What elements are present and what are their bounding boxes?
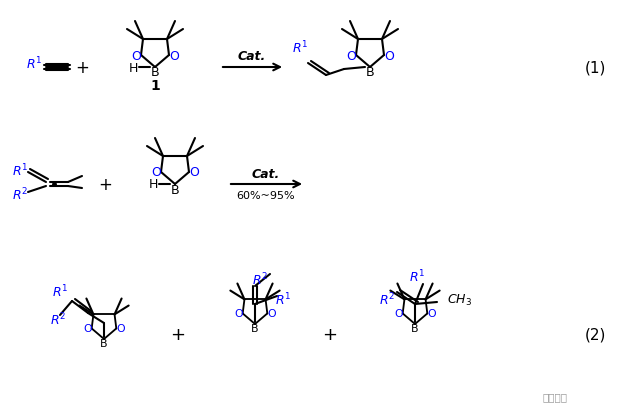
Text: $R^1$: $R^1$	[292, 40, 308, 56]
Text: O: O	[131, 49, 141, 62]
Text: $R^2$: $R^2$	[12, 186, 28, 203]
Text: O: O	[234, 309, 243, 319]
Text: +: +	[75, 59, 89, 77]
Text: H: H	[129, 61, 138, 74]
Text: $R^1$: $R^1$	[12, 162, 28, 179]
Text: O: O	[83, 324, 92, 334]
Text: 1: 1	[150, 79, 160, 93]
Text: B: B	[366, 66, 374, 79]
Text: H: H	[149, 178, 158, 191]
Text: (2): (2)	[584, 327, 606, 342]
Text: O: O	[384, 49, 394, 62]
Text: $R^1$: $R^1$	[52, 283, 68, 300]
Text: $R^1$: $R^1$	[409, 268, 425, 285]
Text: B: B	[171, 183, 179, 196]
Text: B: B	[100, 339, 108, 349]
Text: O: O	[169, 49, 179, 62]
Text: (1): (1)	[584, 60, 606, 75]
Text: Cat.: Cat.	[238, 50, 266, 63]
Text: B: B	[251, 324, 259, 334]
Text: Cat.: Cat.	[252, 167, 280, 180]
Text: $CH_3$: $CH_3$	[447, 292, 472, 307]
Text: $R^1$: $R^1$	[275, 291, 291, 307]
Text: $R^1$: $R^1$	[26, 55, 42, 72]
Text: O: O	[151, 166, 161, 179]
Text: $R^2$: $R^2$	[379, 291, 395, 307]
Text: O: O	[189, 166, 199, 179]
Text: O: O	[427, 309, 436, 319]
Text: B: B	[411, 324, 419, 334]
Text: B: B	[150, 66, 159, 79]
Text: +: +	[98, 175, 112, 194]
Text: O: O	[346, 49, 356, 62]
Text: +: +	[323, 325, 338, 343]
Text: 有机合成: 有机合成	[542, 391, 567, 401]
Text: +: +	[170, 325, 185, 343]
Text: O: O	[268, 309, 276, 319]
Text: O: O	[117, 324, 125, 334]
Text: $R^2$: $R^2$	[252, 271, 268, 288]
Text: O: O	[394, 309, 402, 319]
Text: 60%~95%: 60%~95%	[236, 190, 295, 200]
Text: $R^2$: $R^2$	[50, 311, 66, 328]
